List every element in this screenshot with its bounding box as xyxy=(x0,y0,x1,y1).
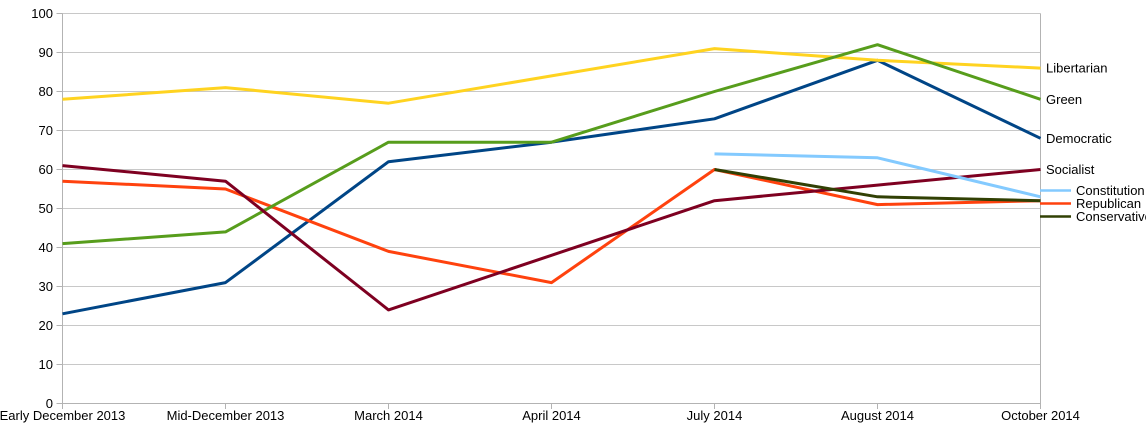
x-axis-tick-label: March 2014 xyxy=(354,408,423,423)
series-end-label-libertarian: Libertarian xyxy=(1046,61,1107,76)
x-axis-tick-label: October 2014 xyxy=(1001,408,1080,423)
series-line-conservative xyxy=(714,168,1041,203)
series-line-green xyxy=(62,43,1041,246)
series-end-label-green: Green xyxy=(1046,92,1082,107)
y-axis-tick-label: 30 xyxy=(39,279,53,294)
y-axis-tick-label: 100 xyxy=(31,6,53,21)
y-axis-tick-label: 10 xyxy=(39,357,53,372)
x-axis-tick-label: July 2014 xyxy=(687,408,743,423)
y-axis-tick-label: 40 xyxy=(39,240,53,255)
series-end-label-democratic: Democratic xyxy=(1046,131,1112,146)
legend-label-republican: Republican xyxy=(1076,196,1141,211)
legend-label-constitution: Constitution xyxy=(1076,183,1145,198)
series-line-republican xyxy=(62,168,1041,285)
y-axis-tick-label: 50 xyxy=(39,201,53,216)
y-axis-tick-label: 20 xyxy=(39,318,53,333)
x-axis-tick-label: April 2014 xyxy=(522,408,581,423)
y-axis-tick-label: 60 xyxy=(39,162,53,177)
legend-label-conservative: Conservative xyxy=(1076,209,1146,224)
series-end-label-socialist: Socialist xyxy=(1046,162,1095,177)
series-line-socialist xyxy=(62,164,1041,312)
x-axis-tick-label: August 2014 xyxy=(841,408,914,423)
x-axis-tick-label: Mid-December 2013 xyxy=(167,408,285,423)
x-axis-tick-label: Early December 2013 xyxy=(0,408,125,423)
series-line-libertarian xyxy=(62,47,1041,105)
y-axis-tick-label: 0 xyxy=(46,396,53,411)
y-axis-tick-label: 80 xyxy=(39,84,53,99)
y-axis-tick-label: 90 xyxy=(39,45,53,60)
series-line-constitution xyxy=(714,152,1041,199)
y-axis-tick-label: 70 xyxy=(39,123,53,138)
